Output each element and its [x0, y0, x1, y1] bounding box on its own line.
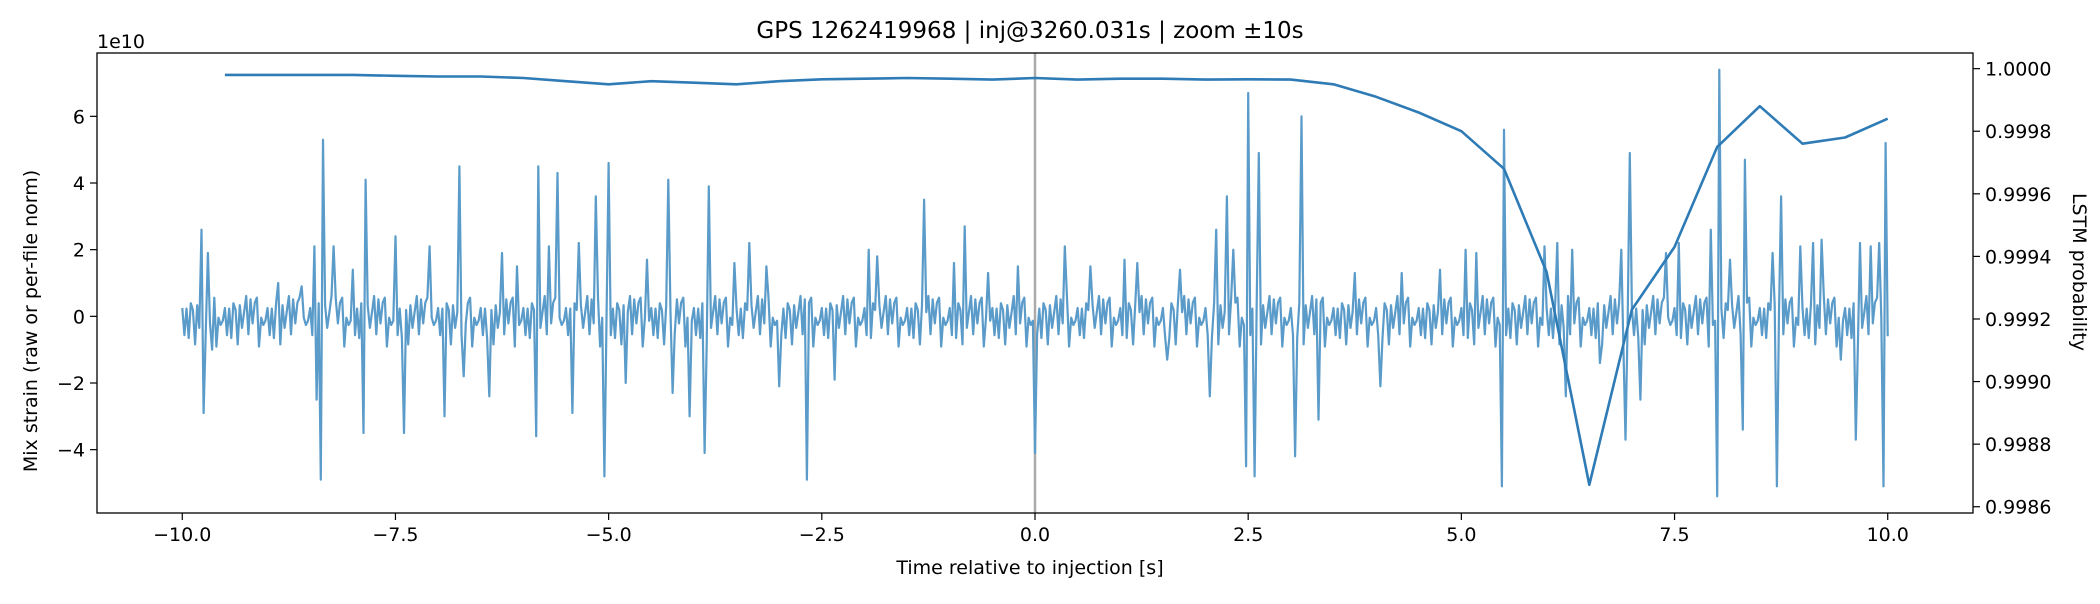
chart-title: GPS 1262419968 | inj@3260.031s | zoom ±1… [756, 18, 1303, 44]
plot-layer [181, 53, 1889, 513]
axes-layer: −10.0 −7.5 −5.0 −2.5 0.0 2.5 5.0 7.5 10.0 −4 −2 0 2 4… [57, 59, 2052, 546]
y-right-tick-label: 0.9998 [1985, 121, 2051, 143]
x-tick-label: 10.0 [1867, 524, 1909, 546]
y-axis-label-right: LSTM probability [2068, 193, 2090, 351]
x-tick-label: 5.0 [1446, 524, 1476, 546]
y-right-tick-label: 0.9986 [1985, 497, 2051, 519]
x-axis-label: Time relative to injection [s] [895, 557, 1163, 579]
x-tick-label: −2.5 [799, 524, 845, 546]
x-tick-label: 0.0 [1020, 524, 1050, 546]
series-lstm-line [224, 73, 1889, 487]
y-left-tick-label: 0 [73, 306, 85, 328]
x-tick-label: −7.5 [372, 524, 418, 546]
y-right-tick-label: 0.9994 [1985, 246, 2051, 268]
y-right-tick-label: 0.9990 [1985, 372, 2051, 394]
y-axis-label-left: Mix strain (raw or per-file norm) [20, 170, 42, 472]
y-left-tick-label: 6 [73, 106, 85, 128]
y-right-tick-label: 0.9992 [1985, 309, 2051, 331]
x-tick-label: 2.5 [1233, 524, 1263, 546]
y-left-tick-label: −2 [57, 373, 85, 395]
x-tick-label: 7.5 [1659, 524, 1689, 546]
x-tick-label: −5.0 [586, 524, 632, 546]
y-right-tick-label: 0.9996 [1985, 184, 2051, 206]
y-left-tick-label: 2 [73, 240, 85, 262]
y-right-tick-label: 1.0000 [1985, 59, 2051, 81]
y-left-tick-label: −4 [57, 440, 85, 462]
y-left-tick-label: 4 [73, 173, 85, 195]
series-strain-line [181, 68, 1889, 498]
left-axis-offset-text: 1e10 [97, 31, 145, 53]
y-right-tick-label: 0.9988 [1985, 434, 2051, 456]
x-tick-label: −10.0 [153, 524, 211, 546]
